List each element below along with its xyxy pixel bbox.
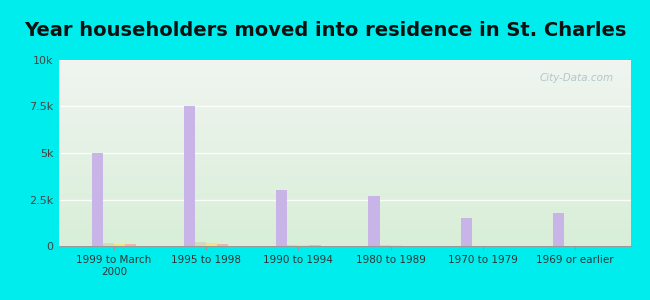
Bar xyxy=(125,244,136,246)
Bar xyxy=(287,244,298,246)
Bar xyxy=(206,243,217,246)
Bar xyxy=(114,244,125,246)
Text: Year householders moved into residence in St. Charles: Year householders moved into residence i… xyxy=(24,21,626,40)
Text: City-Data.com: City-Data.com xyxy=(540,73,614,83)
Bar xyxy=(391,245,402,246)
Bar xyxy=(380,245,391,246)
Bar xyxy=(184,106,195,246)
Bar xyxy=(309,245,320,246)
Bar xyxy=(103,243,114,246)
Bar xyxy=(298,245,309,246)
Bar xyxy=(217,244,228,246)
Bar xyxy=(195,242,206,246)
Bar xyxy=(276,190,287,246)
Bar xyxy=(369,196,380,246)
Bar xyxy=(553,212,564,246)
Bar xyxy=(92,153,103,246)
Bar xyxy=(461,218,472,246)
